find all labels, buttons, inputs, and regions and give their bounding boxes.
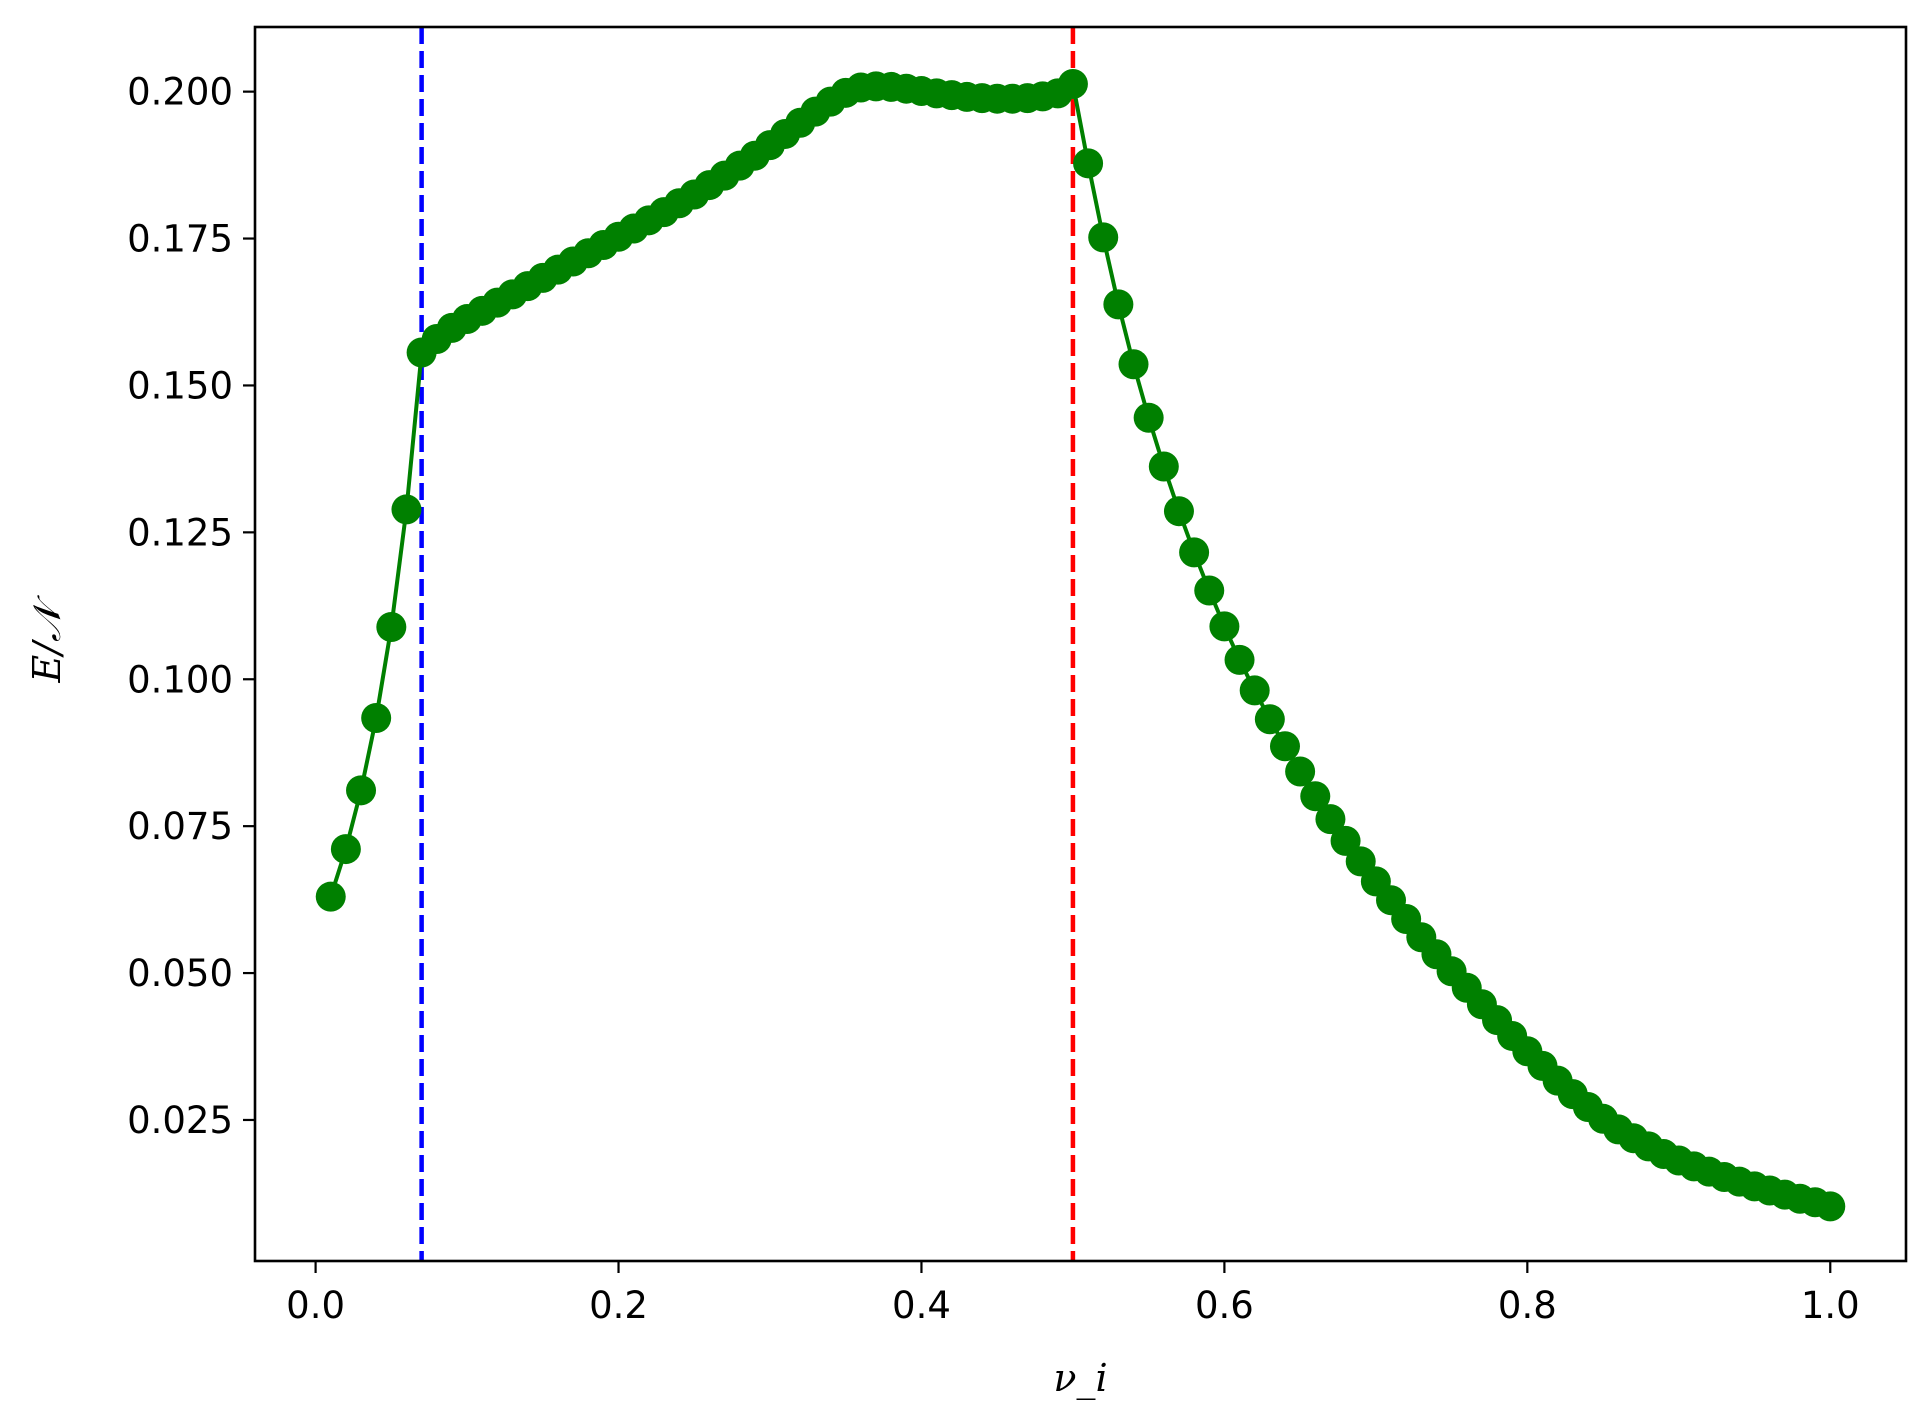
y-axis: 0.025 0.050 0.075 0.100 0.125 0.150 0.175 0.200 xyxy=(127,71,255,1142)
data-point xyxy=(1133,402,1164,433)
x-tick-label: 0.8 xyxy=(1498,1284,1557,1327)
x-tick-label: 1.0 xyxy=(1801,1284,1860,1327)
data-point xyxy=(1057,68,1088,99)
y-tick-label: 0.075 xyxy=(127,805,233,848)
y-tick-label: 0.175 xyxy=(127,218,233,261)
data-point xyxy=(1194,575,1225,606)
data-point xyxy=(376,611,407,642)
data-point xyxy=(1088,222,1119,253)
data-point xyxy=(1285,756,1316,787)
data-point xyxy=(1315,804,1346,835)
x-axis-label: ν_i xyxy=(1053,1356,1107,1401)
data-point xyxy=(1269,731,1300,762)
x-tick-label: 0.6 xyxy=(1195,1284,1254,1327)
data-point xyxy=(1224,644,1255,675)
data-point xyxy=(1815,1191,1846,1222)
reference-lines xyxy=(419,27,1076,1261)
y-tick-label: 0.100 xyxy=(127,658,233,701)
data-point xyxy=(1179,537,1210,568)
data-point xyxy=(330,834,361,865)
data-point xyxy=(1148,451,1179,482)
data-point xyxy=(1330,825,1361,856)
data-point xyxy=(315,881,346,912)
y-tick-label: 0.050 xyxy=(127,952,233,995)
data-point xyxy=(1239,675,1270,706)
y-tick-label: 0.125 xyxy=(127,511,233,554)
data-point xyxy=(1254,704,1285,735)
data-series xyxy=(315,68,1846,1222)
y-axis-label: E/𝒩 xyxy=(25,594,69,684)
x-tick-label: 0.0 xyxy=(286,1284,345,1327)
data-point xyxy=(391,494,422,525)
data-point xyxy=(361,703,392,734)
plot-frame xyxy=(253,25,1908,1263)
data-point xyxy=(1163,496,1194,527)
x-tick-label: 0.4 xyxy=(892,1284,951,1327)
x-tick-label: 0.2 xyxy=(589,1284,648,1327)
data-point xyxy=(1118,349,1149,380)
data-point xyxy=(346,775,377,806)
y-tick-label: 0.025 xyxy=(127,1099,233,1142)
data-point xyxy=(1209,611,1240,642)
data-point xyxy=(1073,148,1104,179)
data-point xyxy=(1103,289,1134,320)
data-point xyxy=(1300,781,1331,812)
x-axis: 0.0 0.2 0.4 0.6 0.8 1.0 xyxy=(286,1261,1860,1327)
y-tick-label: 0.200 xyxy=(127,71,233,114)
y-tick-label: 0.150 xyxy=(127,364,233,407)
